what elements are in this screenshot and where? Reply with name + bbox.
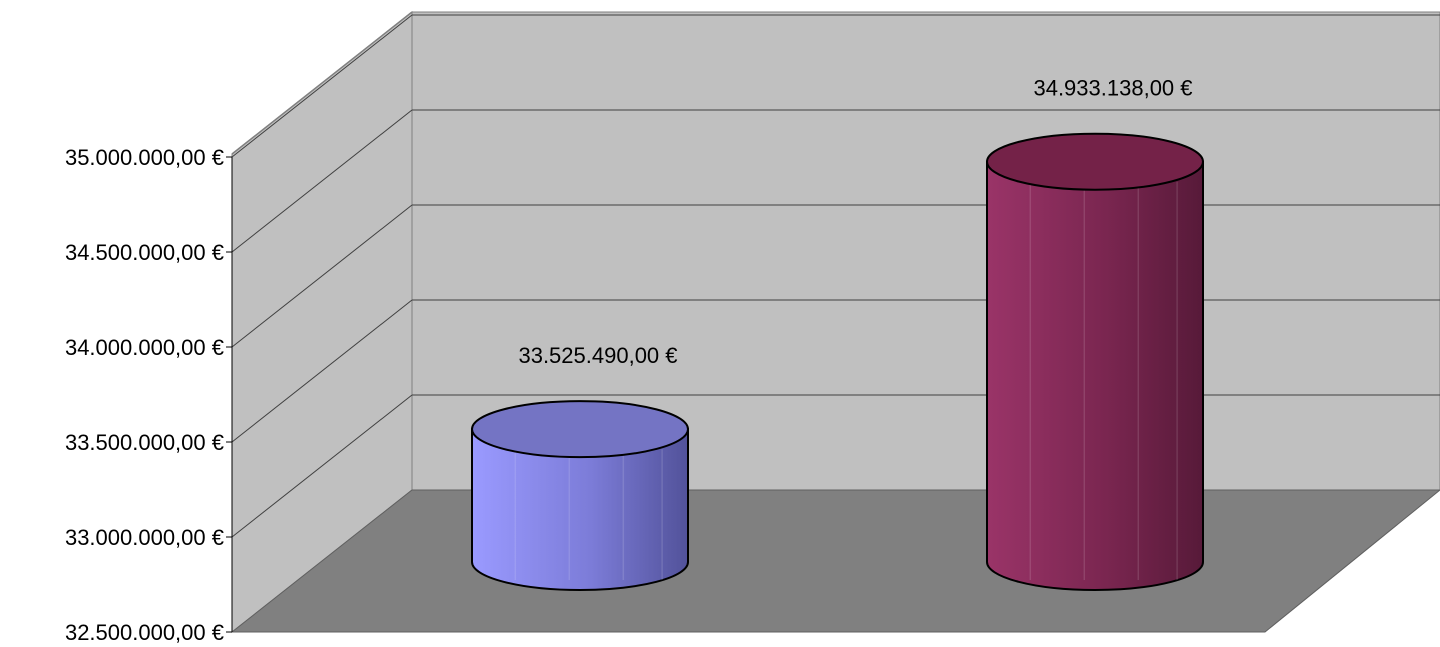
wall-edge: [231, 11, 413, 155]
data-label-1: 34.933.138,00 €: [1033, 76, 1192, 101]
gridline-side: [231, 14, 413, 158]
y-tick-label: 32.500.000,00 €: [65, 620, 224, 645]
bar-body: [986, 160, 1204, 591]
gridline-side: [231, 394, 413, 538]
data-labels: 33.525.490,00 € 34.933.138,00 €: [518, 76, 1192, 368]
y-tick-label: 33.500.000,00 €: [65, 430, 224, 455]
bars: [471, 132, 1204, 591]
data-label-0: 33.525.490,00 €: [518, 343, 677, 368]
y-axis: 32.500.000,00 € 33.000.000,00 € 33.500.000…: [65, 145, 233, 645]
gridline-side: [231, 299, 413, 443]
bar-top: [471, 400, 689, 459]
y-tick-label: 34.000.000,00 €: [65, 335, 224, 360]
y-tick-label: 33.000.000,00 €: [65, 525, 224, 550]
floor: [230, 489, 1440, 633]
gridline-side: [231, 109, 413, 253]
gridlines: [231, 11, 1440, 538]
bar-top: [986, 132, 1204, 191]
bar-body: [471, 428, 689, 591]
gridline-side: [231, 204, 413, 348]
bar-0: [471, 400, 689, 591]
y-tick-label: 35.000.000,00 €: [65, 145, 224, 170]
y-tick-label: 34.500.000,00 €: [65, 240, 224, 265]
chart-walls: [230, 10, 1440, 634]
bar-1: [986, 132, 1204, 591]
